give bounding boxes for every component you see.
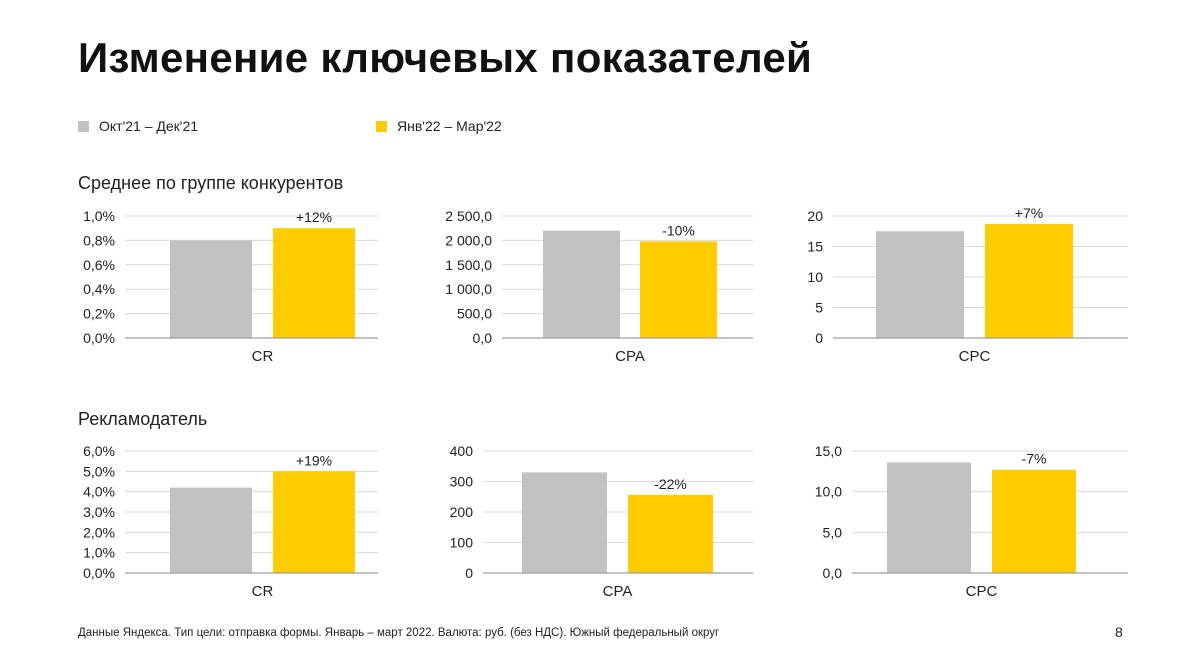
y-tick-label: 4,0% [83,484,115,500]
x-category-label: CR [252,583,274,600]
bar-period-2 [273,228,355,338]
chart-competitors-cpa: 0,0 500,0 1 000,0 1 500,0 2 000,0 2 500,0 -10%… [425,200,755,370]
change-label: +12% [296,209,332,225]
y-tick-label: 0,4% [83,281,115,297]
footer-note: Данные Яндекса. Тип цели: отправка формы… [78,627,720,639]
y-tick-label: 100 [450,535,474,551]
legend-item-period-1: Окт'21 – Дек'21 [78,118,198,134]
legend-swatch-grey [78,120,89,132]
bar-period-1 [876,231,964,338]
y-tick-label: 0,0% [83,565,115,581]
y-tick-label: 10,0 [815,484,842,500]
chart-svg: 0,0% 0,2% 0,4% 0,6% 0,8% 1,0% +12% CR [83,208,378,365]
y-tick-label: 6,0% [83,443,115,459]
y-tick-label: 3,0% [83,504,115,520]
x-category-label: CPA [603,583,633,600]
y-tick-label: 5,0 [823,524,843,540]
bar-period-1 [522,472,607,573]
legend-swatch-yellow [376,120,387,132]
bar-period-2 [985,223,1073,338]
y-tick-label: 0,2% [83,306,115,322]
chart-svg: 0 100 200 300 400 -22% CPA [450,443,753,600]
y-tick-label: 0,0 [473,330,493,346]
chart-advertiser-cr: 0,0% 1,0% 2,0% 3,0% 4,0% 5,0% 6,0% +19% CR [60,435,380,605]
y-tick-label: 500,0 [457,306,492,322]
y-tick-label: 5 [815,300,823,316]
bar-period-1 [543,230,620,338]
bar-period-2 [628,494,713,573]
section-heading-competitors: Среднее по группе конкурентов [78,173,344,193]
chart-svg: 0,0 5,0 10,0 15,0 -7% CPC [815,443,1128,600]
y-tick-label: 2,0% [83,524,115,540]
y-tick-label: 1 500,0 [445,257,492,273]
section-heading-advertiser: Рекламодатель [78,409,208,429]
y-tick-label: 0,8% [83,232,115,248]
chart-svg: 0 5 10 15 20 +7% CPC [807,205,1128,365]
y-tick-label: 15,0 [815,443,842,459]
bar-period-2 [640,241,717,338]
chart-svg: 0,0% 1,0% 2,0% 3,0% 4,0% 5,0% 6,0% +19% CR [83,443,378,600]
y-tick-label: 300 [450,474,474,490]
x-category-label: CPC [966,583,998,600]
bar-period-2 [992,469,1076,573]
chart-advertiser-cpc: 0,0 5,0 10,0 15,0 -7% CPC [790,435,1130,605]
bar-period-1 [170,487,252,573]
change-label: -10% [662,222,695,238]
y-tick-label: 0,0 [823,565,843,581]
bar-period-1 [170,240,252,338]
chart-competitors-cpc: 0 5 10 15 20 +7% CPC [790,200,1130,370]
chart-svg: 0,0 500,0 1 000,0 1 500,0 2 000,0 2 500,0 -10%… [445,208,753,365]
chart-competitors-cr: 0,0% 0,2% 0,4% 0,6% 0,8% 1,0% +12% CR [60,200,380,370]
y-tick-label: 1 000,0 [445,281,492,297]
y-tick-label: 1,0% [83,545,115,561]
legend-item-period-2: Янв'22 – Мар'22 [376,118,502,134]
y-tick-label: 200 [450,504,474,520]
x-category-label: CR [252,348,274,365]
y-tick-label: 20 [807,208,823,224]
chart-advertiser-cpa: 0 100 200 300 400 -22% CPA [425,435,755,605]
y-tick-label: 0,0% [83,330,115,346]
y-tick-label: 5,0% [83,463,115,479]
y-tick-label: 0 [465,565,473,581]
y-tick-label: 2 500,0 [445,208,492,224]
y-tick-label: 10 [807,269,823,285]
page-number: 8 [1115,624,1123,640]
legend-label: Янв'22 – Мар'22 [397,118,502,134]
y-tick-label: 0,6% [83,257,115,273]
y-tick-label: 400 [450,443,474,459]
change-label: -22% [654,476,687,492]
change-label: +7% [1015,205,1043,221]
y-tick-label: 15 [807,239,823,255]
change-label: +19% [296,452,332,468]
x-category-label: CPC [959,348,991,365]
page-title: Изменение ключевых показателей [78,34,813,81]
y-tick-label: 2 000,0 [445,232,492,248]
y-tick-label: 0 [815,330,823,346]
legend-label: Окт'21 – Дек'21 [99,118,199,134]
bar-period-1 [887,462,971,573]
y-tick-label: 1,0% [83,208,115,224]
change-label: -7% [1022,451,1047,467]
bar-period-2 [273,471,355,573]
x-category-label: CPA [615,348,645,365]
